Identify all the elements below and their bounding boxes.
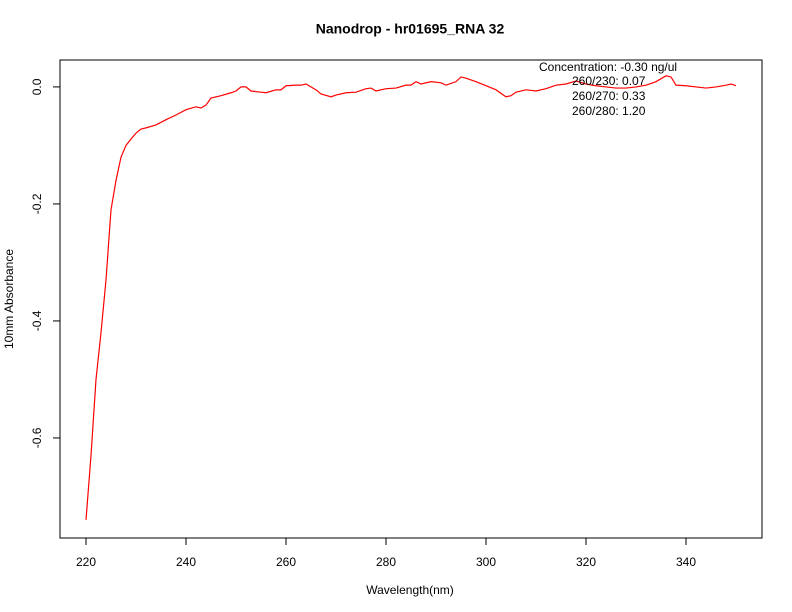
chart-title: Nanodrop - hr01695_RNA 32 [316,21,505,37]
y-tick-label: -0.2 [30,193,44,214]
x-tick-label: 220 [76,555,96,569]
x-tick-label: 340 [676,555,696,569]
annotation: 260/230: 0.07 [572,74,646,88]
x-tick-label: 300 [476,555,496,569]
y-tick-label: -0.4 [30,310,44,331]
x-tick-label: 260 [276,555,296,569]
x-tick-label: 240 [176,555,196,569]
annotation: Concentration: -0.30 ng/ul [539,60,677,74]
x-tick-label: 280 [376,555,396,569]
y-axis-label: 10mm Absorbance [2,249,16,349]
annotation: 260/280: 1.20 [572,104,646,118]
plot-box [59,59,763,539]
data-line [85,75,737,520]
x-axis-label: Wavelength(nm) [366,583,454,597]
annotation: 260/270: 0.33 [572,89,646,103]
x-tick-label: 320 [576,555,596,569]
y-tick-label: -0.6 [30,427,44,448]
y-tick-label: 0.0 [30,78,44,95]
